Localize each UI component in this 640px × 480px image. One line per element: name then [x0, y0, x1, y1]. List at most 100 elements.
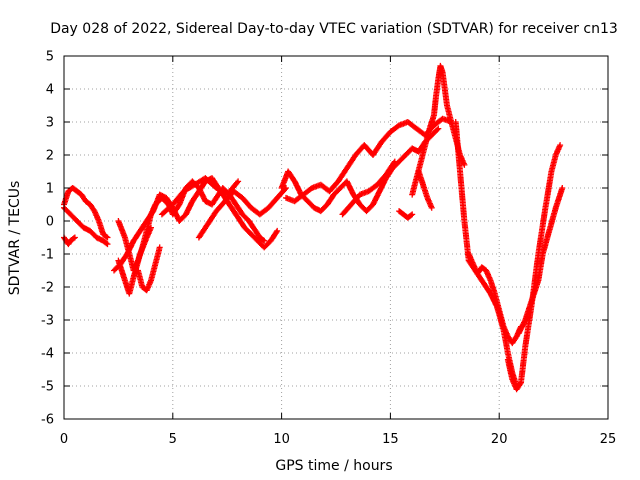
data-point — [100, 231, 110, 240]
data-point — [169, 189, 186, 208]
data-point — [422, 127, 433, 149]
data-point — [428, 126, 441, 139]
data-point — [124, 239, 136, 257]
x-tick-label: 10 — [273, 432, 290, 447]
data-point — [224, 179, 241, 198]
data-point — [291, 178, 304, 197]
data-point — [182, 199, 195, 218]
data-point — [252, 227, 262, 240]
data-point — [230, 188, 245, 200]
y-axis-label: SDTVAR / TECUs — [7, 181, 23, 296]
data-point — [246, 218, 258, 233]
data-point — [248, 231, 260, 243]
data-point — [515, 318, 528, 337]
series-arc-6 — [115, 224, 154, 297]
data-point — [150, 193, 163, 215]
series-arc-19 — [515, 185, 566, 337]
data-point — [126, 275, 137, 297]
y-tick-label: 3 — [46, 116, 54, 131]
data-point — [115, 257, 128, 282]
data-point — [548, 153, 559, 175]
data-point — [370, 140, 384, 158]
data-point — [93, 234, 105, 244]
data-point — [535, 209, 548, 257]
data-point — [143, 209, 156, 224]
data-point — [209, 196, 219, 208]
data-point — [474, 270, 487, 286]
data-point — [74, 188, 84, 197]
data-point — [80, 224, 92, 234]
data-point — [546, 206, 559, 234]
axis-ticks — [63, 55, 609, 420]
data-point — [518, 345, 529, 386]
data-point — [180, 182, 197, 195]
data-point — [189, 189, 202, 205]
series-arc-10 — [278, 125, 442, 215]
data-point — [169, 204, 182, 223]
data-point — [195, 179, 208, 195]
data-point — [326, 179, 341, 195]
data-point — [539, 229, 552, 257]
data-point — [69, 185, 79, 194]
data-point — [487, 290, 500, 309]
data-point — [202, 175, 219, 190]
plot-frame — [63, 55, 609, 420]
y-tick-label: 0 — [46, 215, 54, 230]
data-point — [267, 229, 280, 244]
y-tick-labels: -6 -5 -4 -3 -2 -1 0 1 2 3 4 5 — [41, 50, 54, 428]
data-point — [87, 201, 97, 213]
data-point — [235, 178, 242, 185]
data-point — [256, 234, 267, 243]
y-tick-label: 1 — [46, 182, 54, 197]
data-point — [343, 153, 358, 172]
data-point — [135, 267, 145, 289]
data-point — [130, 229, 143, 244]
series-arc-12 — [339, 158, 398, 218]
data-point — [435, 125, 442, 132]
data-point — [457, 168, 468, 223]
data-point — [513, 381, 524, 393]
data-point — [158, 202, 175, 218]
series-arc-18 — [504, 142, 564, 393]
y-tick-label: -5 — [41, 380, 54, 395]
data-point — [391, 158, 398, 165]
data-point — [528, 278, 541, 304]
data-point — [274, 186, 288, 201]
data-point — [256, 205, 271, 218]
data-point — [330, 186, 343, 198]
data-point — [69, 235, 77, 243]
data-point — [104, 234, 111, 241]
series-arc-15 — [415, 168, 435, 211]
data-point — [404, 212, 415, 221]
data-point — [383, 159, 397, 178]
data-point — [204, 209, 219, 228]
data-point — [559, 185, 566, 191]
data-point — [74, 218, 86, 230]
data-point — [522, 298, 535, 323]
grid-lines — [64, 56, 608, 419]
series-arc-7 — [135, 244, 163, 294]
data-point — [500, 326, 511, 355]
data-point — [404, 119, 419, 131]
x-tick-label: 20 — [491, 432, 508, 447]
data-point — [304, 198, 317, 210]
data-point — [365, 182, 380, 195]
y-tick-label: -6 — [41, 413, 54, 428]
data-point — [176, 212, 188, 224]
data-point — [195, 222, 210, 241]
data-point — [478, 264, 489, 273]
x-axis-label: GPS time / hours — [275, 458, 392, 474]
chart-title: Day 028 of 2022, Sidereal Day-to-day VTE… — [50, 21, 618, 37]
data-point — [552, 186, 565, 211]
data-point — [156, 191, 168, 201]
data-point — [67, 237, 75, 244]
data-point — [232, 201, 245, 217]
data-point — [324, 192, 336, 208]
y-tick-label: -1 — [41, 248, 54, 263]
data-point — [396, 208, 406, 217]
data-point — [274, 227, 281, 234]
data-point — [348, 192, 362, 208]
data-point — [265, 196, 280, 211]
data-point — [481, 280, 493, 296]
data-point — [228, 204, 241, 220]
